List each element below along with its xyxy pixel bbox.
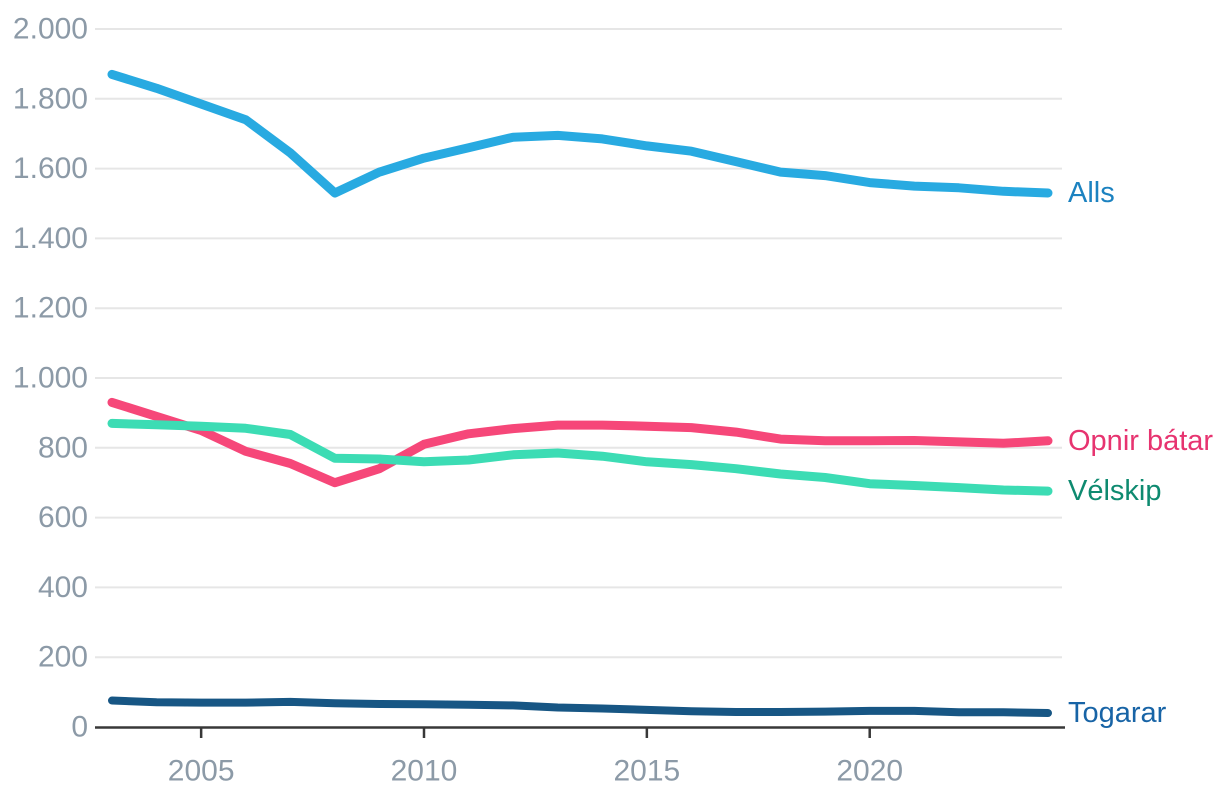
x-axis-labels: 2005 2010 2015 2020 <box>168 755 903 788</box>
series-labels: Alls Opnir bátar Vélskip Togarar <box>1068 177 1213 729</box>
series-label-alls: Alls <box>1068 177 1115 209</box>
series-label-velskip: Vélskip <box>1068 475 1162 507</box>
y-tick-label: 600 <box>38 501 88 534</box>
y-tick-label: 1.400 <box>13 222 88 255</box>
series-line-alls[interactable] <box>107 69 1053 198</box>
series-line-opnir-batar[interactable] <box>107 397 1053 488</box>
x-tick-label: 2020 <box>836 755 903 788</box>
x-tick-label: 2010 <box>391 755 458 788</box>
y-tick-label: 400 <box>38 571 88 604</box>
x-axis <box>95 726 1065 738</box>
series-line-togarar[interactable] <box>108 696 1052 717</box>
gridlines <box>95 28 1062 659</box>
series-lines <box>107 69 1053 717</box>
y-tick-label: 1.000 <box>13 362 88 395</box>
y-axis-labels: 0 200 400 600 800 1.000 1.200 1.400 1.600 1.800 2.… <box>13 13 88 744</box>
series-line-velskip[interactable] <box>107 418 1053 496</box>
y-tick-label: 200 <box>38 641 88 674</box>
y-tick-label: 2.000 <box>13 13 88 46</box>
y-tick-label: 800 <box>38 431 88 464</box>
y-tick-label: 1.600 <box>13 152 88 185</box>
series-label-opnir-batar: Opnir bátar <box>1068 425 1213 457</box>
y-tick-label: 1.200 <box>13 292 88 325</box>
series-label-togarar: Togarar <box>1068 697 1167 729</box>
x-tick-label: 2015 <box>613 755 680 788</box>
y-tick-label: 0 <box>71 711 88 744</box>
x-tick-label: 2005 <box>168 755 235 788</box>
y-tick-label: 1.800 <box>13 82 88 115</box>
